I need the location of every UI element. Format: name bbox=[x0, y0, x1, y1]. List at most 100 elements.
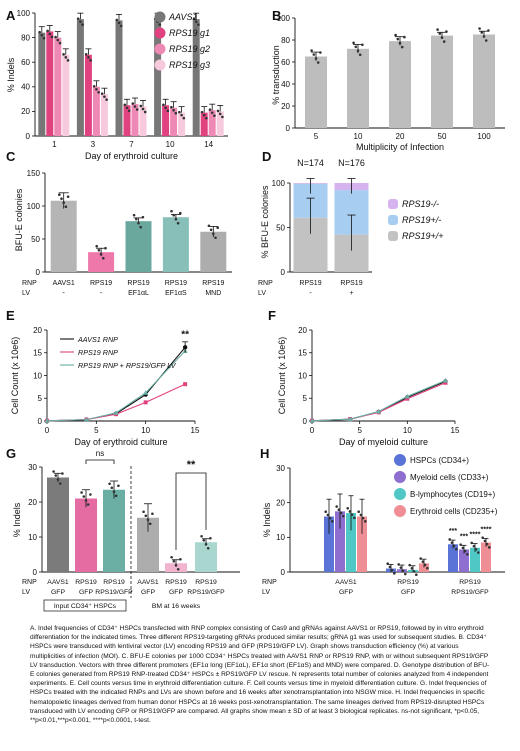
e-legend-label-2: RPS19 RNP + RPS19/GFP LV bbox=[78, 361, 177, 370]
h-lv-label-1: GFP bbox=[401, 589, 415, 596]
h-bar-2-3 bbox=[481, 542, 491, 572]
a-bar-14-0-dot-1 bbox=[194, 20, 198, 23]
h-bar-2-2-dot-1 bbox=[472, 544, 476, 548]
a-legend-swatch-3 bbox=[154, 59, 166, 71]
b-bar-100-dot-0 bbox=[478, 27, 481, 30]
g-bar-0-dot-1 bbox=[54, 474, 58, 477]
a-bar-10-3-dot-2 bbox=[182, 116, 186, 120]
a-bar-14-1 bbox=[200, 112, 208, 136]
b-bar-5-dot-3 bbox=[316, 61, 320, 64]
h-bar-2-2-dot-0 bbox=[470, 541, 474, 545]
h-bar-0-3 bbox=[357, 516, 367, 572]
h-y-tick-label-1: 10 bbox=[276, 533, 285, 542]
g-bar-2-dot-3 bbox=[114, 494, 118, 498]
h-bar-2-1-dot-3 bbox=[466, 552, 469, 556]
c-bar-1-dot-1 bbox=[97, 248, 101, 252]
g-group-label-0: Input CD34⁺ HSPCs bbox=[54, 603, 117, 610]
a-bar-3-0-dot-1 bbox=[79, 20, 82, 23]
g-bar-2-dot-2 bbox=[112, 490, 116, 494]
h-bar-0-0-dot-3 bbox=[331, 520, 334, 523]
h-rnp-label-0: AAVS1 bbox=[335, 579, 357, 586]
h-bar-2-2-dot-2 bbox=[474, 548, 478, 551]
a-bar-7-1-dot-2 bbox=[127, 109, 131, 113]
a-bar-1-1 bbox=[46, 31, 54, 137]
b-bar-50-dot-4 bbox=[445, 30, 448, 33]
h-bar-1-1-dot-0 bbox=[397, 563, 401, 566]
a-bar-3-0-dot-0 bbox=[76, 17, 80, 20]
c-lv-label-3: EF1αS bbox=[165, 290, 187, 297]
b-bar-100-dot-1 bbox=[480, 31, 484, 34]
b-y-tick-label-3: 60 bbox=[281, 58, 290, 67]
h-lv-label-2: RPS19/GFP bbox=[451, 589, 489, 596]
h-bar-0-1-dot-2 bbox=[339, 511, 343, 515]
e-significance: ** bbox=[181, 329, 189, 340]
h-bar-0-3-dot-0 bbox=[357, 510, 361, 514]
e-point-1-3 bbox=[143, 400, 148, 405]
a-bar-14-1-dot-2 bbox=[205, 116, 208, 120]
e-y-tick-label-4: 20 bbox=[33, 326, 42, 335]
h-bar-1-2-dot-3 bbox=[415, 573, 418, 577]
f-y-tick-label-4: 20 bbox=[298, 326, 307, 335]
a-bar-1-3-dot-0 bbox=[62, 53, 65, 56]
a-bar-1-1-dot-1 bbox=[48, 32, 52, 36]
b-x-tick-label-2: 20 bbox=[396, 132, 405, 141]
g-rnp-label-3: AAVS1 bbox=[137, 579, 159, 586]
b-bar-20-dot-2 bbox=[398, 41, 402, 45]
a-legend-swatch-1 bbox=[154, 27, 166, 39]
a-bar-3-0-dot-2 bbox=[81, 23, 84, 26]
h-y-tick-label-2: 20 bbox=[276, 498, 285, 507]
c-bar-2-dot-3 bbox=[139, 225, 142, 229]
h-bar-1-3-dot-1 bbox=[421, 560, 425, 564]
a-bar-10-2-dot-1 bbox=[172, 108, 175, 112]
h-y-tick-label-3: 30 bbox=[276, 464, 285, 473]
c-lv-label-1: - bbox=[100, 290, 103, 297]
h-bar-2-0-dot-2 bbox=[452, 544, 456, 548]
h-legend-label-3: Erythroid cells (CD235+) bbox=[410, 507, 498, 516]
h-bar-1-0-dot-2 bbox=[390, 568, 394, 572]
e-legend-label-0: AAVS1 RNP bbox=[77, 335, 118, 344]
h-bar-1-0-dot-0 bbox=[386, 562, 390, 566]
a-bar-3-3 bbox=[100, 94, 108, 136]
c-bar-3 bbox=[162, 217, 189, 272]
f-x-tick-label-2: 10 bbox=[403, 426, 412, 435]
d-lv-label-0: - bbox=[309, 290, 312, 297]
b-bar-5-dot-1 bbox=[312, 53, 316, 56]
h-bar-2-0-dot-1 bbox=[450, 541, 454, 544]
g-bar-1-dot-3 bbox=[86, 503, 90, 506]
g-bar-2-dot-1 bbox=[110, 486, 114, 490]
panel-label-F: F bbox=[268, 308, 276, 323]
f-point-2-3 bbox=[404, 393, 410, 399]
b-y-tick-label-5: 100 bbox=[277, 14, 291, 23]
a-bar-14-2 bbox=[208, 110, 216, 136]
g-significance-1: ** bbox=[187, 459, 196, 471]
c-lv-label-4: MND bbox=[205, 290, 221, 297]
c-bar-4-dot-0 bbox=[207, 224, 211, 228]
e-y-tick-label-1: 5 bbox=[38, 394, 43, 403]
g-bar-3-dot-3 bbox=[148, 522, 152, 526]
b-bar-100-dot-4 bbox=[487, 29, 490, 32]
a-x-tick-label-1: 3 bbox=[91, 140, 96, 149]
b-bar-5 bbox=[305, 56, 327, 128]
d-lv-label-1: + bbox=[349, 290, 353, 297]
panel-label-D: D bbox=[262, 149, 271, 164]
a-bar-7-2-dot-1 bbox=[133, 105, 137, 108]
d-y-tick-label-1: 50 bbox=[276, 223, 285, 232]
a-bar-1-3-dot-1 bbox=[64, 56, 68, 59]
a-bar-3-3-dot-2 bbox=[105, 98, 108, 101]
e-y-label: Cell Count (x 10e6) bbox=[10, 337, 20, 415]
h-bar-1-1-dot-3 bbox=[404, 572, 407, 576]
g-y-tick-label-3: 30 bbox=[28, 463, 37, 472]
g-bar-3-dot-4 bbox=[151, 512, 154, 516]
a-x-tick-label-0: 1 bbox=[52, 140, 57, 149]
g-rnp-label-2: RPS19 bbox=[103, 579, 125, 586]
f-y-tick-label-0: 0 bbox=[303, 417, 308, 426]
a-y-tick-label-2: 40 bbox=[21, 83, 30, 92]
g-bar-5-dot-1 bbox=[202, 538, 206, 542]
h-row-label-lv: LV bbox=[262, 589, 270, 596]
a-bar-14-3-dot-2 bbox=[221, 115, 224, 119]
g-bar-3-dot-0 bbox=[142, 510, 145, 514]
g-lv-label-1: GFP bbox=[79, 589, 93, 596]
g-rnp-label-4: RPS19 bbox=[165, 579, 187, 586]
h-bar-1-0-dot-1 bbox=[388, 565, 392, 569]
a-bar-1-0-dot-0 bbox=[38, 30, 41, 34]
